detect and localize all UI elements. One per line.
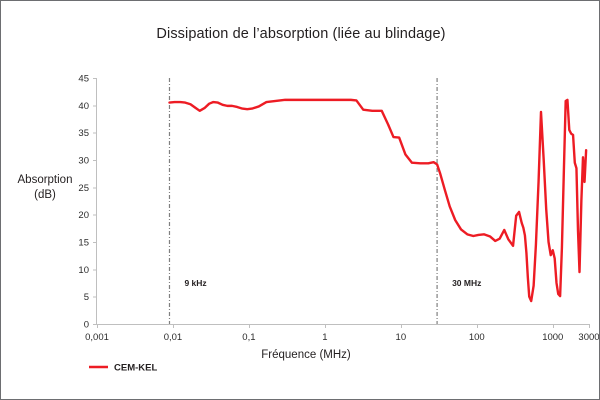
y-tick-label: 40 — [78, 101, 89, 112]
y-tick-label: 15 — [78, 238, 89, 249]
annotation-label: 30 MHz — [452, 278, 481, 288]
y-tick-label: 25 — [78, 183, 89, 194]
y-axis-ticks: 0 5 10 15 20 25 30 35 40 45 — [78, 74, 97, 331]
x-tick-label: 100 — [469, 332, 485, 343]
y-tick-label: 20 — [78, 210, 89, 221]
x-tick-label: 1000 — [542, 332, 563, 343]
x-tick-label: 0,01 — [164, 332, 183, 343]
annotation-lines: 9 kHz 30 MHz — [168, 78, 481, 324]
y-tick-label: 45 — [78, 74, 89, 85]
x-tick-label: 10 — [396, 332, 407, 343]
y-tick-label: 10 — [78, 265, 89, 276]
x-axis-title: Fréquence (MHz) — [261, 349, 351, 361]
y-tick-label: 5 — [84, 292, 89, 303]
y-axis-title-line2: (dB) — [34, 189, 56, 201]
x-tick-label: 3000 — [578, 332, 599, 343]
x-tick-label: 0,1 — [242, 332, 255, 343]
y-tick-label: 30 — [78, 156, 89, 167]
annotation-label: 9 kHz — [184, 278, 206, 288]
x-tick-label: 1 — [322, 332, 327, 343]
x-axis-ticks: 0,001 0,01 0,1 1 10 100 1000 3000 — [85, 324, 599, 343]
y-tick-label: 35 — [78, 128, 89, 139]
legend: CEM-KEL — [89, 363, 157, 374]
x-tick-label: 0,001 — [85, 332, 109, 343]
y-axis-title-line1: Absorption — [18, 174, 73, 186]
series-line-cem-kel — [168, 98, 588, 303]
chart-title: Dissipation de l’absorption (liée au bli… — [156, 26, 446, 42]
legend-label-cem-kel: CEM-KEL — [114, 363, 157, 374]
y-tick-label: 0 — [84, 320, 89, 331]
